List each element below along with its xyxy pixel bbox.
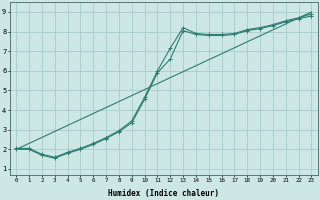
X-axis label: Humidex (Indice chaleur): Humidex (Indice chaleur) [108,189,220,198]
